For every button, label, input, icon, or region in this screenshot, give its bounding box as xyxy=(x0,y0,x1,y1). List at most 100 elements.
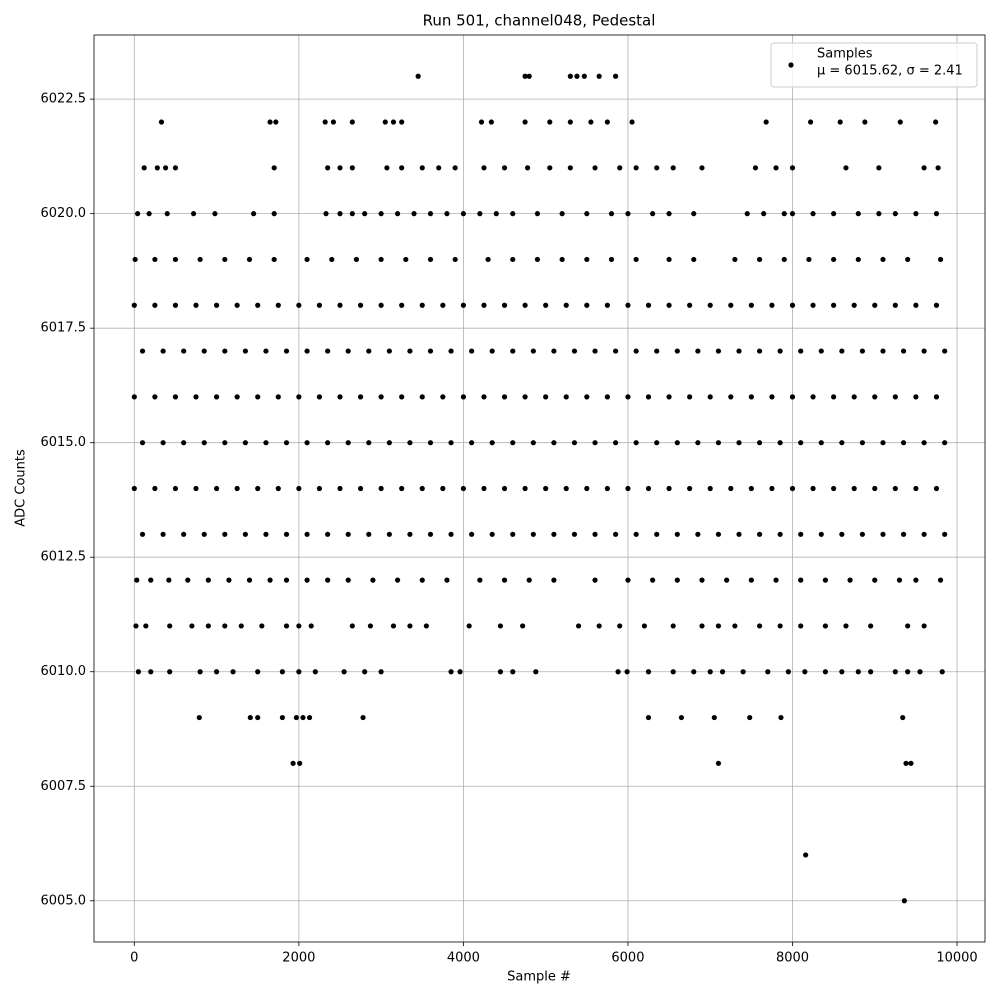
point xyxy=(423,623,429,629)
point xyxy=(777,531,783,537)
point xyxy=(193,394,199,400)
y-tick-label: 6015.0 xyxy=(41,435,87,450)
point xyxy=(247,714,253,721)
point xyxy=(477,577,483,583)
point xyxy=(330,119,337,125)
point xyxy=(892,211,898,217)
point xyxy=(297,760,303,766)
point xyxy=(715,531,722,537)
point xyxy=(650,577,656,583)
point xyxy=(131,485,137,492)
point xyxy=(501,394,508,400)
point xyxy=(522,73,528,79)
point xyxy=(900,531,907,537)
point xyxy=(510,531,516,537)
point xyxy=(900,440,907,446)
point xyxy=(300,714,306,721)
point xyxy=(172,165,179,171)
point xyxy=(160,531,166,537)
point xyxy=(933,211,940,217)
point xyxy=(133,623,139,629)
point xyxy=(419,577,425,583)
point xyxy=(543,302,549,308)
y-tick-label: 6005.0 xyxy=(41,893,87,908)
point xyxy=(584,211,590,217)
point xyxy=(905,256,911,263)
point xyxy=(190,211,197,217)
point xyxy=(855,211,861,217)
point xyxy=(139,440,146,446)
point xyxy=(831,256,837,263)
point xyxy=(645,485,652,492)
point xyxy=(267,577,273,583)
point xyxy=(394,577,401,583)
point xyxy=(304,440,310,446)
point xyxy=(172,256,179,263)
point xyxy=(584,485,590,492)
point xyxy=(756,623,763,629)
point xyxy=(670,165,676,171)
point xyxy=(777,348,783,354)
point xyxy=(724,577,730,583)
point xyxy=(148,577,154,583)
point xyxy=(197,256,203,263)
point xyxy=(674,348,680,354)
point xyxy=(399,165,405,171)
point xyxy=(604,485,610,492)
point xyxy=(378,256,384,263)
point xyxy=(913,302,919,308)
point xyxy=(255,394,261,400)
point xyxy=(837,119,843,125)
point xyxy=(469,531,475,537)
point xyxy=(345,348,351,354)
point xyxy=(880,348,886,354)
point xyxy=(921,440,927,446)
point xyxy=(617,165,623,171)
point xyxy=(362,211,368,217)
point xyxy=(674,577,680,583)
point xyxy=(510,669,516,675)
point xyxy=(789,302,796,308)
point xyxy=(152,394,158,400)
point xyxy=(283,623,290,629)
point xyxy=(584,302,590,308)
point xyxy=(152,485,158,492)
point xyxy=(748,577,754,583)
point xyxy=(633,348,639,354)
point xyxy=(360,714,366,721)
point xyxy=(316,394,323,400)
point xyxy=(872,302,878,308)
point xyxy=(141,165,147,171)
point xyxy=(304,577,310,583)
point xyxy=(942,348,948,354)
point xyxy=(530,440,536,446)
point xyxy=(851,485,857,492)
point xyxy=(386,440,392,446)
y-tick-label: 6017.5 xyxy=(41,321,87,336)
point xyxy=(283,531,290,537)
point xyxy=(213,485,220,492)
point xyxy=(563,485,569,492)
point xyxy=(407,440,413,446)
point xyxy=(481,485,487,492)
point xyxy=(778,714,784,721)
point xyxy=(345,440,351,446)
point xyxy=(411,211,417,217)
point xyxy=(633,256,639,263)
point xyxy=(563,394,569,400)
point xyxy=(691,669,697,675)
point xyxy=(625,394,631,400)
point xyxy=(196,714,202,721)
point xyxy=(921,165,927,171)
point xyxy=(135,211,141,217)
point xyxy=(460,394,466,400)
point xyxy=(543,394,549,400)
point xyxy=(666,302,672,308)
point xyxy=(304,531,310,537)
point xyxy=(296,669,302,675)
point xyxy=(263,531,269,537)
point xyxy=(222,440,228,446)
point xyxy=(921,531,927,537)
point xyxy=(892,302,898,308)
point xyxy=(263,440,269,446)
